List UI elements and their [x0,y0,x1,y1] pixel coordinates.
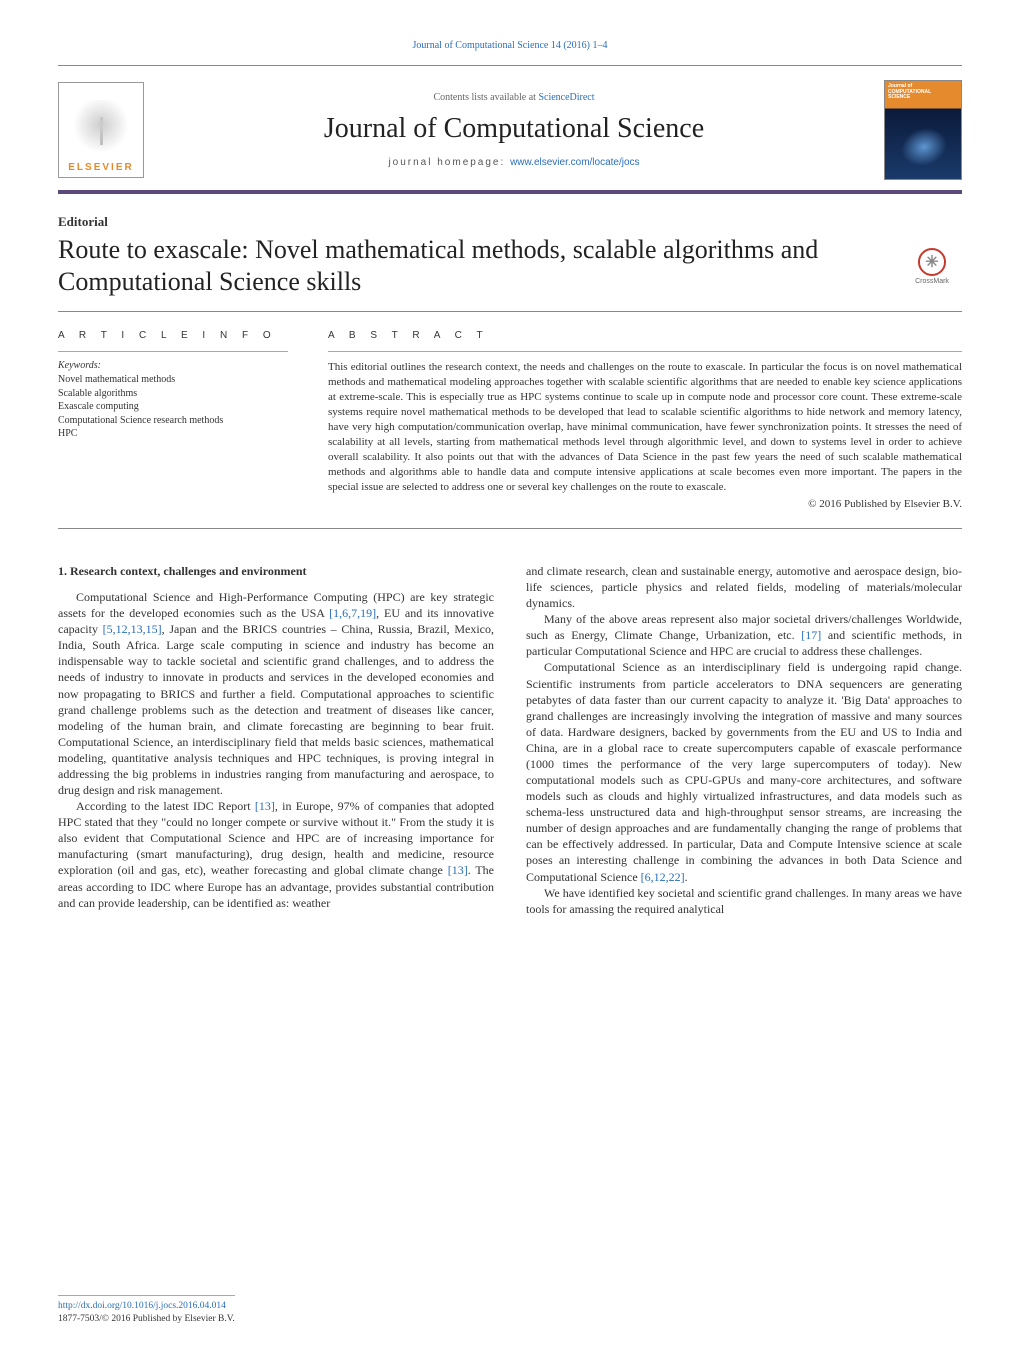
contents-available-line: Contents lists available at ScienceDirec… [162,92,866,103]
abstract-block: A B S T R A C T This editorial outlines … [328,330,962,510]
divider [58,528,962,529]
elsevier-tree-icon [67,100,135,162]
abstract-text: This editorial outlines the research con… [328,360,962,495]
keyword: Exascale computing [58,400,288,414]
keywords-list: Novel mathematical methods Scalable algo… [58,373,288,441]
citation-link[interactable]: [5,12,13,15] [103,622,162,636]
header-center: Contents lists available at ScienceDirec… [162,92,866,168]
journal-cover-thumbnail: Journal of COMPUTATIONAL SCIENCE [884,80,962,180]
body-column-right: and climate research, clean and sustaina… [526,563,962,917]
article-title: Route to exascale: Novel mathematical me… [58,234,962,297]
crossmark-ring-icon: ✳ [918,248,946,276]
homepage-link[interactable]: www.elsevier.com/locate/jocs [510,157,640,168]
keyword: Scalable algorithms [58,387,288,401]
sciencedirect-link[interactable]: ScienceDirect [538,92,594,103]
divider [328,351,962,352]
homepage-prefix: journal homepage: [388,157,510,168]
abstract-heading: A B S T R A C T [328,330,962,341]
article-info-block: A R T I C L E I N F O Keywords: Novel ma… [58,330,288,510]
text-run: According to the latest IDC Report [76,799,255,813]
crossmark-x-icon: ✳ [925,252,938,272]
body-paragraph: Many of the above areas represent also m… [526,611,962,659]
crossmark-label: CrossMark [915,278,949,285]
text-run: . [685,870,688,884]
journal-homepage-line: journal homepage: www.elsevier.com/locat… [162,157,866,168]
body-paragraph: Computational Science as an interdiscipl… [526,659,962,884]
citation-link[interactable]: [17] [801,628,821,642]
copyright-line: © 2016 Published by Elsevier B.V. [328,498,962,510]
body-column-left: 1. Research context, challenges and envi… [58,563,494,917]
keyword: HPC [58,427,288,441]
body-paragraph: Computational Science and High-Performan… [58,589,494,798]
divider [58,351,288,352]
citation-link[interactable]: [6,12,22] [641,870,685,884]
keyword: Computational Science research methods [58,414,288,428]
contents-prefix: Contents lists available at [433,92,538,103]
body-paragraph: We have identified key societal and scie… [526,885,962,917]
citation-link[interactable]: [1,6,7,19] [329,606,376,620]
text-run: Computational Science as an interdiscipl… [526,660,962,883]
elsevier-wordmark: ELSEVIER [68,162,133,173]
journal-ref-line: Journal of Computational Science 14 (201… [58,40,962,51]
text-run: , Japan and the BRICS countries – China,… [58,622,494,797]
article-info-row: A R T I C L E I N F O Keywords: Novel ma… [58,330,962,510]
body-columns: 1. Research context, challenges and envi… [58,563,962,917]
body-paragraph: and climate research, clean and sustaina… [526,563,962,611]
section-heading: 1. Research context, challenges and envi… [58,563,494,579]
citation-link[interactable]: [13] [255,799,275,813]
keyword: Novel mathematical methods [58,373,288,387]
divider [58,311,962,312]
footer-block: http://dx.doi.org/10.1016/j.jocs.2016.04… [58,1295,235,1325]
journal-title: Journal of Computational Science [162,113,866,145]
doi-link[interactable]: http://dx.doi.org/10.1016/j.jocs.2016.04… [58,1301,226,1311]
elsevier-logo: ELSEVIER [58,82,144,178]
article-type-label: Editorial [58,214,962,230]
cover-line3: SCIENCE [888,95,958,101]
citation-link[interactable]: [13] [448,863,468,877]
issn-copyright: 1877-7503/© 2016 Published by Elsevier B… [58,1314,235,1324]
crossmark-badge[interactable]: ✳ CrossMark [902,248,962,285]
body-paragraph: According to the latest IDC Report [13],… [58,798,494,911]
keywords-label: Keywords: [58,360,288,371]
article-info-heading: A R T I C L E I N F O [58,330,288,341]
journal-header: ELSEVIER Contents lists available at Sci… [58,65,962,194]
